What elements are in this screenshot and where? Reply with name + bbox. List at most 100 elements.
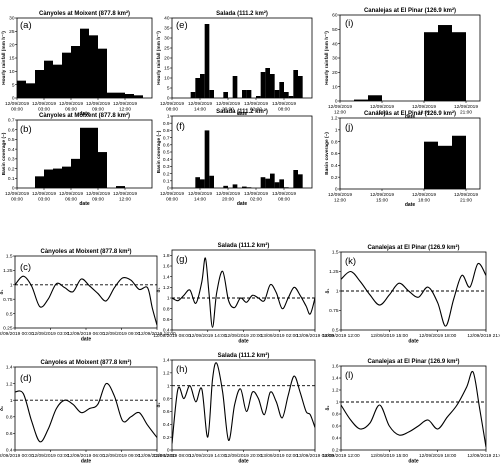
x-tick-label: 12/09/2019	[412, 104, 436, 110]
x-tick-label: 12/09/2019	[454, 192, 478, 198]
panel-title: Canalejas at El Pinar (126.9 km²)	[367, 244, 459, 251]
y-tick-label: 1	[10, 398, 13, 404]
bar	[438, 145, 452, 189]
y-tick-label: 0.6	[332, 424, 339, 430]
y-tick-label: 0.7	[163, 135, 170, 141]
y-tick-label: 0.4	[332, 436, 339, 442]
bar	[190, 92, 196, 98]
x-tick-label: 12/09/2019 12:00	[138, 453, 176, 459]
bar	[284, 92, 289, 98]
bar	[26, 83, 35, 98]
x-tick-label: 12/09/2019 12:00	[322, 453, 360, 459]
x-tick-label: 12/09/2019 08:00	[153, 333, 191, 339]
x-tick-label: 12/09/2019 08:00	[153, 453, 191, 459]
x-tick-label: 12/09/2019	[32, 101, 56, 107]
plot-frame	[14, 255, 158, 329]
y-tick-label: 20	[164, 56, 170, 62]
panel-j: Canalejas at El Pinar (126.9 km²) 0 0.2 0.4…	[324, 110, 481, 208]
panel-letter: (i)	[345, 18, 353, 29]
x-tick-label: 12/09/2019 14:00	[189, 453, 227, 459]
panel-letter: (j)	[345, 122, 353, 133]
x-tick-label: 12/09/2019 06:00	[67, 331, 105, 337]
y-axis-label: Hourly rainfall (mm h⁻¹)	[324, 31, 330, 85]
y-tick-label: 10	[332, 84, 338, 90]
panel-title: Cànyoles at Moixent (877.8 km²)	[40, 359, 131, 366]
x-tick-label: 12/09/2019 12:00	[322, 333, 360, 339]
x-tick-label: 14:00	[194, 197, 206, 203]
y-tick-label: 1	[335, 128, 338, 134]
y-tick-label: 0.75	[3, 297, 13, 303]
x-tick-label: 12/09/2019	[113, 191, 137, 197]
series-line	[172, 362, 315, 444]
y-tick-label: 50	[332, 27, 338, 33]
bar	[274, 182, 280, 188]
x-tick-label: 20:00	[222, 197, 234, 203]
panel-letter: (d)	[20, 373, 32, 384]
x-tick-label: 12/09/2019	[86, 191, 110, 197]
bar	[116, 92, 125, 98]
y-tick-label: 25	[164, 46, 170, 52]
x-tick-label: 15:00	[376, 198, 388, 204]
x-tick-label: 18:00	[418, 198, 430, 204]
panel-title: Canalejas at El Pinar (126.9 km²)	[364, 110, 456, 117]
bar	[260, 72, 266, 98]
bar	[265, 178, 270, 188]
bar	[270, 74, 275, 98]
y-tick-label: 30	[164, 36, 170, 42]
y-tick-label: 0.7	[8, 118, 15, 124]
x-axis-label: date	[237, 201, 248, 207]
bar	[242, 90, 247, 98]
x-axis-label: date	[238, 339, 249, 345]
y-axis-label: δ₂	[0, 406, 5, 411]
x-tick-label: 12/09/2019 03:00	[32, 331, 70, 337]
bar	[256, 96, 261, 98]
y-axis-label: Basin coverage (–)	[324, 132, 330, 175]
panel-title: Salada (111.2 km²)	[218, 352, 270, 359]
series-line	[15, 382, 157, 443]
x-tick-label: 03:00	[38, 107, 50, 113]
bar	[265, 68, 270, 98]
bar	[195, 177, 200, 188]
y-tick-label: 1.4	[332, 376, 339, 382]
y-tick-label: 0.6	[163, 143, 170, 149]
x-tick-label: 13/09/2019 02:00	[261, 333, 299, 339]
y-tick-label: 0.8	[163, 128, 170, 134]
x-tick-label: 18:00	[418, 110, 430, 116]
x-tick-label: 12/09/2019 09:00	[103, 331, 141, 337]
y-tick-label: 0.4	[6, 448, 13, 454]
bar	[98, 152, 107, 188]
y-tick-label: 0.2	[163, 435, 170, 441]
bar	[125, 94, 134, 98]
bar	[89, 127, 98, 188]
y-tick-label: 0.8	[163, 306, 170, 312]
panel-title: Salada (111.2 km²)	[216, 10, 268, 17]
x-tick-label: 12/09/2019	[412, 192, 436, 198]
y-tick-label: 0.5	[8, 137, 15, 143]
bar	[270, 173, 275, 188]
x-tick-label: 00:00	[11, 197, 23, 203]
x-axis-label: date	[81, 459, 92, 465]
panel-title: Canalejas at El Pinar (126.9 km²)	[367, 358, 459, 365]
x-tick-label: 12/09/2019	[32, 191, 56, 197]
x-tick-label: 13/09/2019 08:00	[296, 333, 334, 339]
bar	[62, 166, 71, 188]
bar	[279, 179, 284, 188]
bar	[44, 169, 53, 188]
y-tick-label: 10	[9, 69, 15, 75]
y-tick-label: 0.6	[331, 151, 338, 157]
y-tick-label: 0	[167, 448, 170, 454]
panel-letter: (k)	[345, 256, 356, 267]
x-tick-label: 12:00	[119, 107, 131, 113]
plot-frame	[171, 17, 313, 99]
bar	[293, 170, 298, 188]
bar	[17, 80, 26, 98]
y-axis-label: δ₁	[156, 288, 162, 293]
panel-title: Salada (111.2 km²)	[216, 108, 268, 115]
bar	[89, 35, 98, 98]
bar	[107, 92, 116, 98]
y-axis-label: Hourly rainfall (mm h⁻¹)	[1, 31, 7, 85]
bar	[424, 141, 438, 189]
x-tick-label: 06:00	[65, 107, 77, 113]
x-tick-label: 12/09/2019	[86, 101, 110, 107]
y-tick-label: 1	[336, 400, 339, 406]
